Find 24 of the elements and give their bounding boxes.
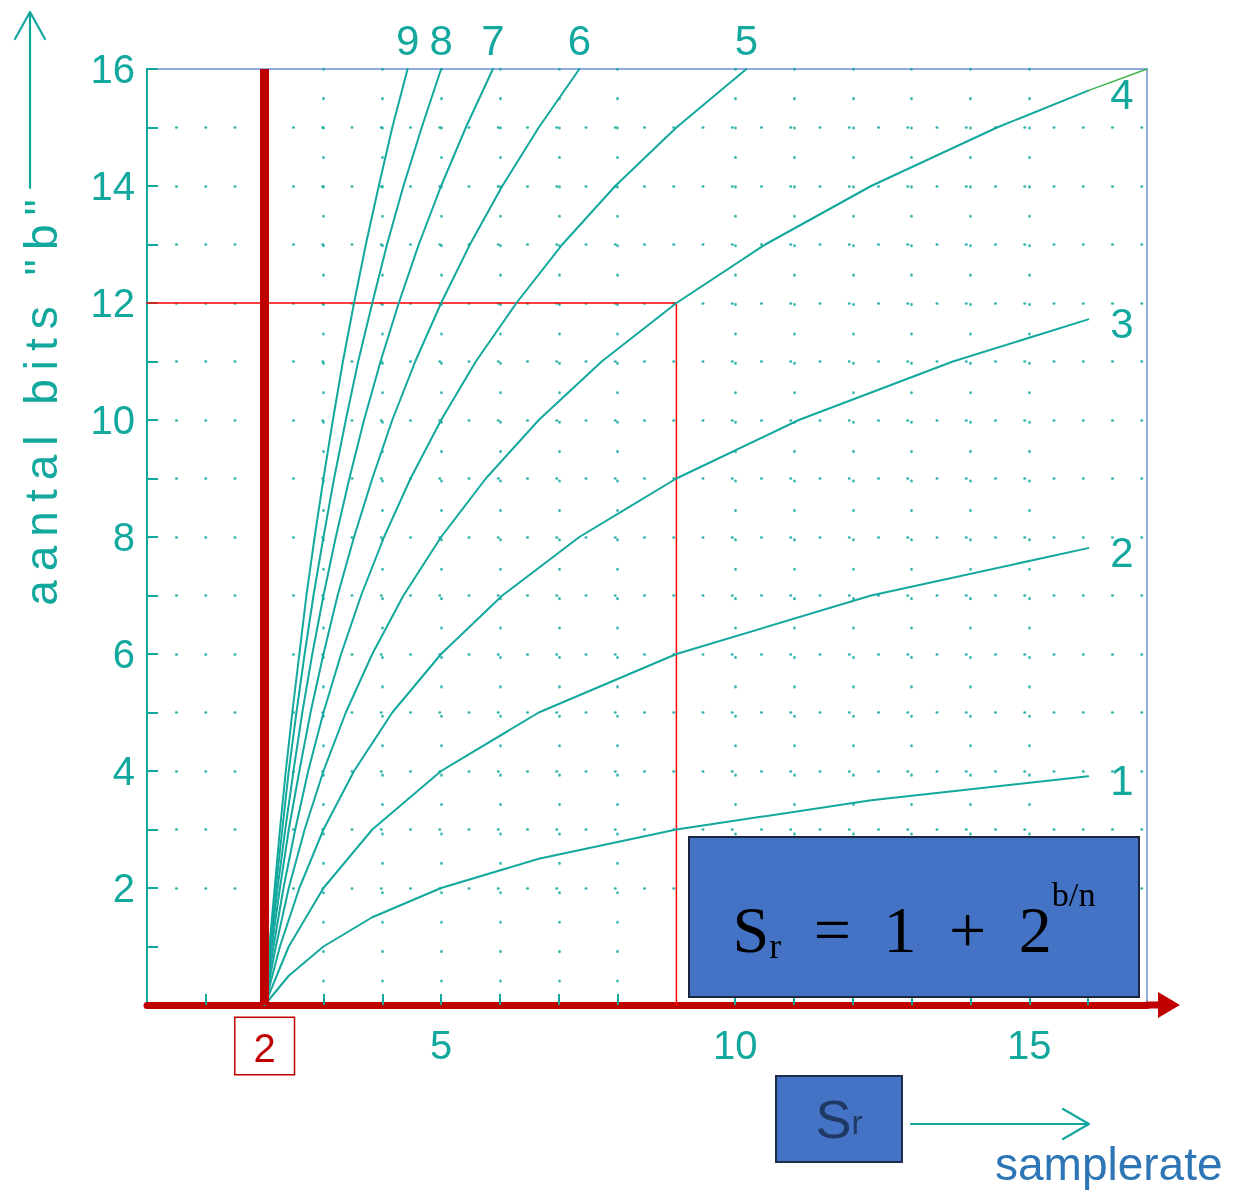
y-tick-label: 16 xyxy=(90,47,135,91)
y-tick-label: 6 xyxy=(112,632,135,676)
series-label: 9 xyxy=(395,16,420,64)
y-tick-label: 4 xyxy=(112,749,135,793)
y-tick-label: 14 xyxy=(90,164,135,208)
series-label: 7 xyxy=(481,16,505,64)
annotation: S$_{r}$ = 1 + 2$^{b/n}$ xyxy=(688,836,1140,998)
y-tick-label: 10 xyxy=(90,398,135,442)
series-label: 3 xyxy=(1110,299,1134,347)
series-label: 8 xyxy=(429,16,453,64)
text: samplerate xyxy=(995,1138,1223,1190)
ref-line-label: 2 xyxy=(253,1026,276,1070)
y-axis-title: aantal bits "b" xyxy=(15,190,67,606)
x-tick-label: 5 xyxy=(429,1023,453,1067)
y-tick-label: 8 xyxy=(112,515,135,559)
series-label: 6 xyxy=(567,16,592,64)
y-tick-label: 2 xyxy=(112,866,135,910)
x-tick-label: 15 xyxy=(1007,1023,1052,1067)
series-label: 4 xyxy=(1110,71,1134,119)
series-label: 2 xyxy=(1110,528,1134,576)
series-label: 5 xyxy=(734,16,759,64)
series-label: 1 xyxy=(1110,756,1134,804)
x-tick-label: 10 xyxy=(712,1023,758,1067)
y-tick-label: 12 xyxy=(90,281,135,325)
